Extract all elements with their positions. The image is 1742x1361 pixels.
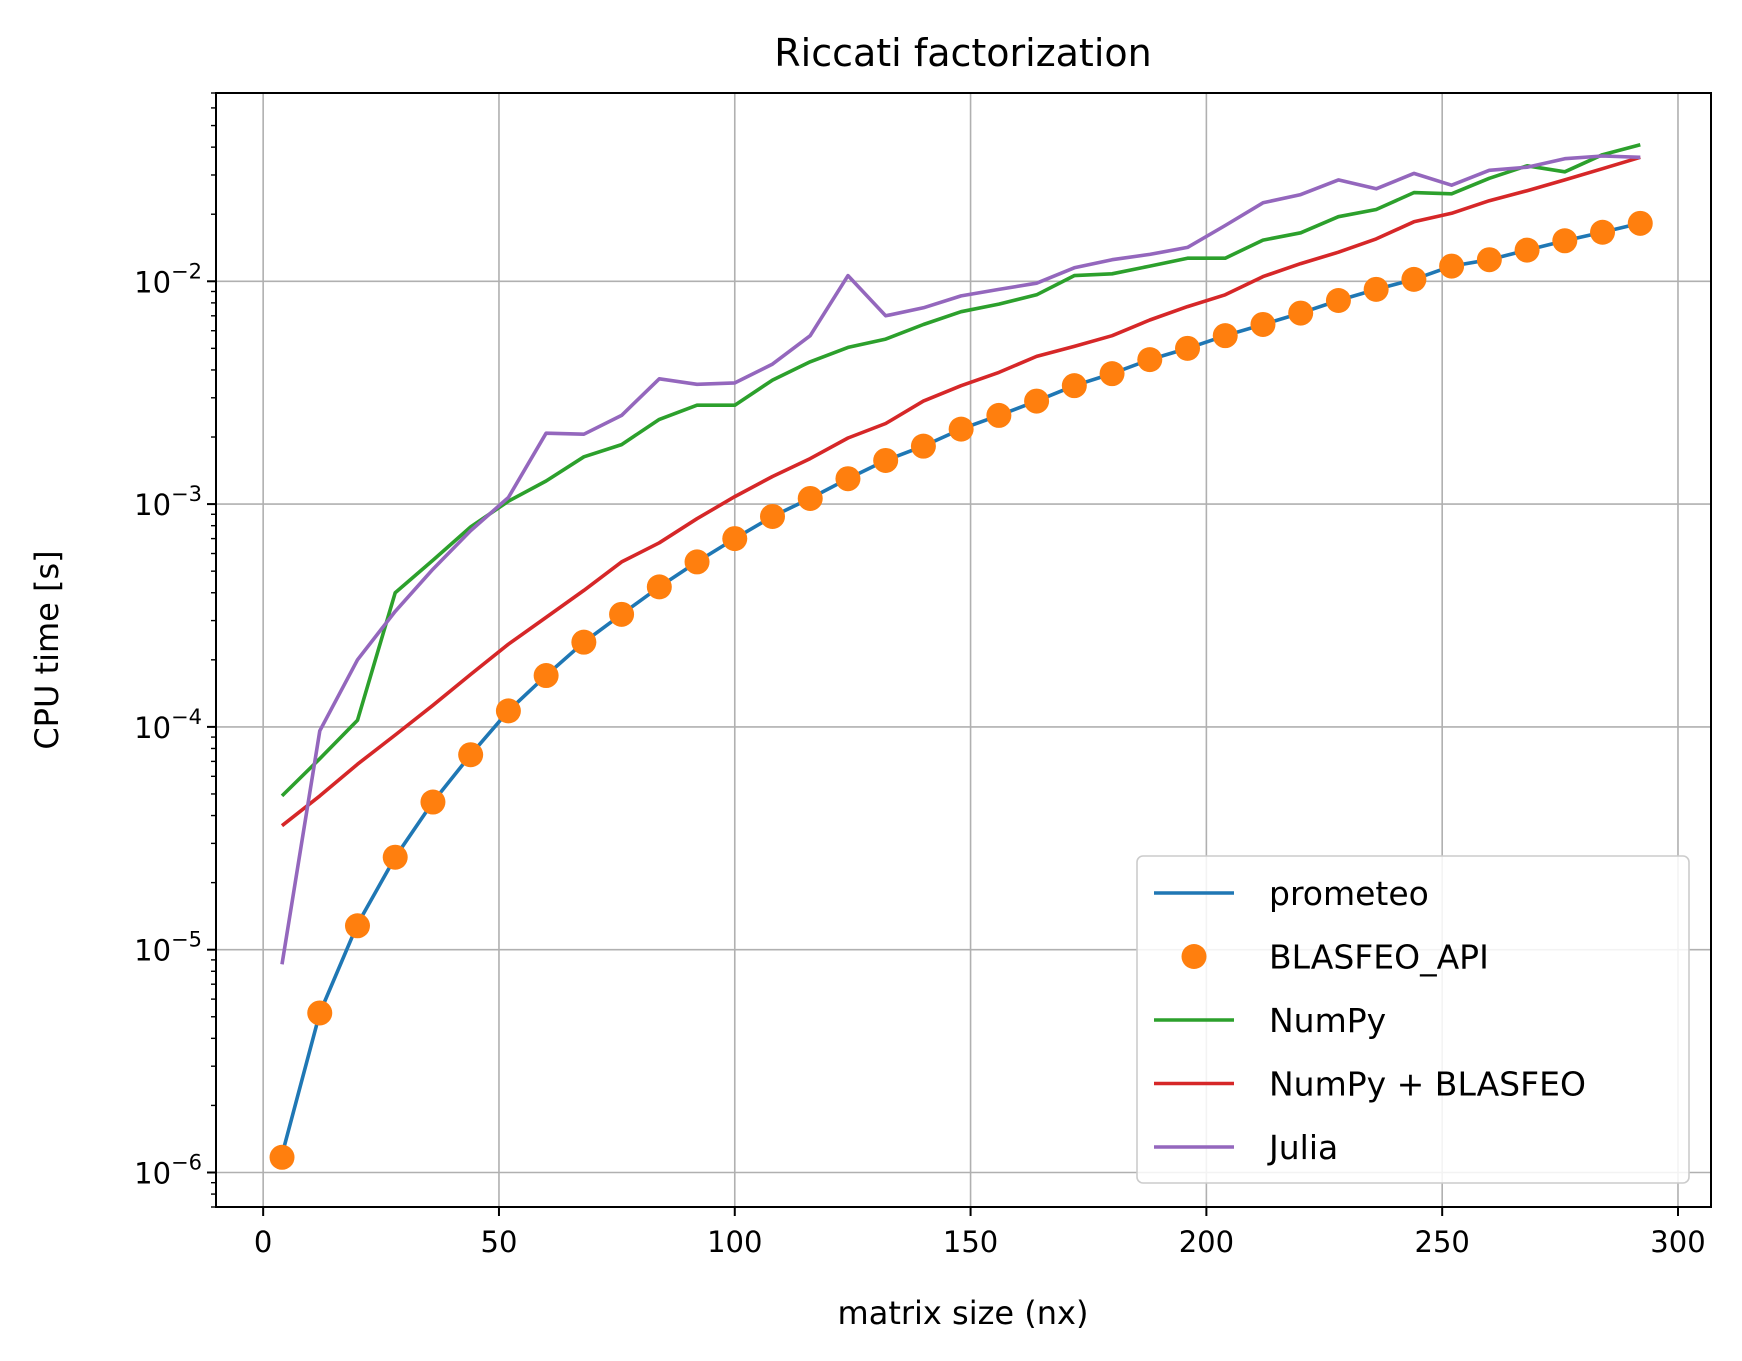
marker-blasfeo-api: [458, 742, 484, 768]
marker-blasfeo-api: [910, 433, 936, 459]
y-axis-label: CPU time [s]: [28, 550, 66, 749]
line-numpy: [280, 143, 1641, 798]
y-tick-exponent: −3: [171, 482, 202, 506]
marker-blasfeo-api: [1061, 373, 1087, 399]
legend-label-numpy: NumPy: [1269, 1001, 1386, 1040]
plot-area-frame: [215, 92, 1712, 1208]
x-tick-label: 100: [707, 1225, 762, 1259]
y-tick-base: 10: [134, 1156, 171, 1190]
legend-label-numpy-blasfeo: NumPy + BLASFEO: [1269, 1065, 1586, 1104]
marker-blasfeo-api: [571, 629, 597, 655]
line-julia: [280, 154, 1641, 965]
marker-blasfeo-api: [344, 913, 370, 939]
marker-blasfeo-api: [382, 844, 408, 870]
y-tick-base: 10: [134, 488, 171, 522]
x-axis-ticks: 0 50 100 150 200 250 300: [254, 1207, 1706, 1259]
y-tick-exponent: −5: [171, 928, 202, 952]
marker-blasfeo-api: [307, 1000, 333, 1026]
marker-blasfeo-api: [835, 466, 861, 492]
marker-blasfeo-api: [1514, 237, 1540, 263]
x-tick-label: 50: [481, 1225, 518, 1259]
y-tick-base: 10: [134, 711, 171, 745]
legend-marker-blasfeo-api: [1181, 944, 1207, 969]
y-tick-label: 10−5: [134, 928, 202, 968]
x-tick-label: 300: [1650, 1225, 1705, 1259]
chart-title: Riccati factorization: [774, 31, 1151, 75]
marker-blasfeo-api: [646, 574, 672, 600]
y-tick-base: 10: [134, 934, 171, 968]
y-tick-base: 10: [134, 265, 171, 299]
marker-blasfeo-api: [1590, 219, 1616, 245]
marker-blasfeo-api: [609, 601, 635, 627]
legend: prometeo BLASFEO_API NumPy NumPy + BLASFEO J…: [1136, 855, 1690, 1184]
marker-blasfeo-api: [1024, 388, 1050, 414]
y-axis-ticks: 10−610−510−410−310−2: [134, 259, 216, 1190]
marker-blasfeo-api: [948, 416, 974, 442]
marker-blasfeo-api: [684, 549, 710, 575]
marker-blasfeo-api: [1627, 210, 1653, 236]
y-tick-exponent: −2: [171, 259, 202, 283]
legend-label-blasfeo-api: BLASFEO_API: [1269, 938, 1489, 977]
x-tick-label: 200: [1179, 1225, 1234, 1259]
marker-blasfeo-api: [1401, 266, 1427, 292]
marker-blasfeo-api: [1099, 361, 1125, 387]
marker-blasfeo-api: [797, 485, 823, 511]
marker-blasfeo-api: [420, 789, 446, 815]
marker-blasfeo-api: [1288, 300, 1314, 326]
marker-blasfeo-api: [986, 402, 1012, 428]
y-tick-exponent: −6: [171, 1150, 202, 1174]
marker-blasfeo-api: [1363, 276, 1389, 302]
legend-box: [1136, 855, 1690, 1184]
x-tick-label: 0: [254, 1225, 272, 1259]
y-tick-label: 10−3: [134, 482, 202, 522]
marker-blasfeo-api: [495, 698, 521, 724]
marker-blasfeo-api: [1325, 287, 1351, 313]
marker-blasfeo-api: [1552, 228, 1578, 254]
marker-blasfeo-api: [1439, 253, 1465, 279]
y-tick-label: 10−6: [134, 1150, 202, 1190]
y-tick-label: 10−4: [134, 705, 202, 745]
marker-blasfeo-api: [759, 503, 785, 529]
marker-blasfeo-api: [722, 526, 748, 552]
marker-blasfeo-api: [873, 447, 899, 473]
marker-blasfeo-api: [1137, 347, 1163, 373]
x-tick-label: 150: [943, 1225, 998, 1259]
x-axis-label: matrix size (nx): [838, 1294, 1089, 1332]
marker-blasfeo-api: [1476, 247, 1502, 273]
line-numpy-blasfeo: [280, 155, 1641, 828]
marker-blasfeo-api: [269, 1144, 295, 1170]
legend-label-julia: Julia: [1267, 1128, 1338, 1167]
y-tick-label: 10−2: [134, 259, 202, 299]
marker-blasfeo-api: [1212, 323, 1238, 349]
legend-label-prometeo: prometeo: [1269, 874, 1429, 913]
marker-blasfeo-api: [1175, 335, 1201, 361]
y-tick-exponent: −4: [171, 705, 202, 729]
plot-series: [269, 143, 1653, 1170]
marker-blasfeo-api: [533, 663, 559, 689]
marker-blasfeo-api: [1250, 311, 1276, 337]
x-tick-label: 250: [1415, 1225, 1470, 1259]
